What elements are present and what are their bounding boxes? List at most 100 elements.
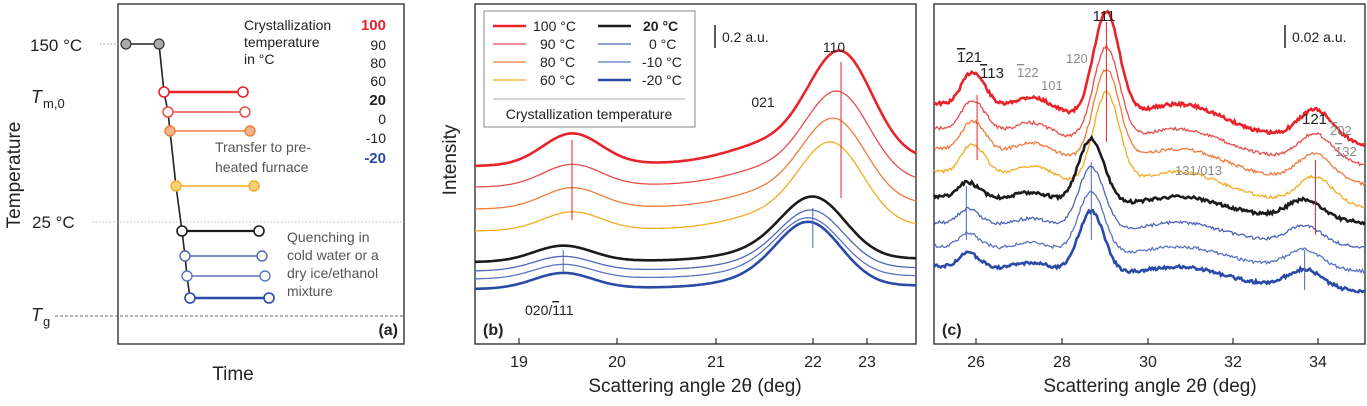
curve-b-m10 — [474, 217, 916, 280]
panel-b-frame — [474, 3, 917, 345]
legend-80: 80 °C — [540, 54, 575, 70]
panel-b: Intensity Scattering angle 2θ (deg) 19 2… — [440, 3, 917, 397]
level-tm-sub: m,0 — [43, 96, 65, 111]
quench-note-2: cold water or a — [287, 247, 379, 263]
ticklabel-23: 23 — [858, 354, 876, 371]
quench-note-1: Quenching in — [287, 229, 370, 245]
curve-c-20 — [932, 134, 1367, 226]
curve-c-60 — [933, 90, 1366, 209]
peak-120: 120 — [1066, 51, 1088, 66]
panel-c-frame — [933, 3, 1366, 345]
panel-b-legend: 100 °C 90 °C 80 °C 60 °C 20 °C 0 °C -10 … — [483, 10, 696, 128]
peak-101: 101 — [1041, 78, 1063, 93]
panel-c-xlabel: Scattering angle 2θ (deg) — [1043, 376, 1256, 397]
peak-021: 021 — [751, 94, 775, 110]
transfer-note-2: heated furnace — [215, 159, 309, 175]
panel-b-markers — [562, 62, 842, 272]
scale-label-c: 0.02 a.u. — [1292, 29, 1347, 45]
level-tg-main: T — [31, 305, 44, 325]
level-tg-sub: g — [43, 314, 50, 329]
legend-value-m20: -20 — [364, 150, 386, 167]
curve-c-100 — [933, 9, 1367, 148]
curve-b-80 — [475, 117, 917, 210]
panel-c-xticks: 26 28 30 32 34 — [967, 338, 1327, 371]
ticklabel-22: 22 — [804, 354, 822, 371]
peak-131: 131/013 — [1175, 163, 1222, 178]
curve-b-60 — [475, 141, 917, 232]
iso-60 — [170, 180, 260, 192]
legend-value-0: 0 — [378, 111, 386, 127]
panel-c: Scattering angle 2θ (deg) 26 28 30 32 34… — [932, 3, 1367, 397]
level-150: 150 °C — [30, 36, 82, 55]
ticklabel-20: 20 — [608, 354, 626, 371]
legend-value-100: 100 — [361, 17, 386, 34]
iso-20 — [176, 225, 265, 237]
ticklabel-21: 21 — [707, 354, 725, 371]
curve-c-80 — [933, 68, 1366, 187]
curve-c-m10 — [933, 190, 1366, 275]
panel-a-frame — [117, 3, 405, 345]
curve-b-0 — [474, 209, 917, 272]
iso-90 — [162, 106, 251, 118]
panel-c-markers — [965, 22, 1316, 290]
panel-c-curves — [932, 9, 1367, 294]
start-point — [120, 38, 132, 50]
panel-b-curves — [474, 49, 917, 291]
cooling-path — [126, 43, 191, 299]
peak-110: 110 — [823, 39, 846, 55]
peak-113: 113 — [980, 65, 1004, 82]
peak-121a: 121 — [957, 49, 982, 66]
quench-note-4: mixture — [287, 283, 333, 299]
curve-c-90 — [933, 43, 1366, 167]
panel-c-tag: (c) — [942, 322, 962, 339]
legend-value-m10: -10 — [366, 130, 386, 146]
curve-b-m20 — [475, 220, 916, 291]
legend-title-2: temperature — [244, 34, 320, 50]
curve-b-20 — [475, 195, 916, 264]
legend-60: 60 °C — [540, 72, 575, 88]
legend-value-80: 80 — [370, 55, 386, 71]
panel-b-tag: (b) — [483, 322, 503, 339]
legend-value-90: 90 — [370, 37, 386, 53]
curve-b-90 — [475, 90, 917, 188]
legend-value-60: 60 — [370, 73, 386, 89]
ticklabel-32: 32 — [1224, 354, 1242, 371]
peak-122: 122 — [1017, 65, 1039, 80]
panel-b-xlabel: Scattering angle 2θ (deg) — [588, 376, 801, 397]
legend-20: 20 °C — [643, 18, 678, 34]
peak-132: 132 — [1335, 144, 1357, 159]
ticklabel-26: 26 — [967, 354, 985, 371]
legend-m20: -20 °C — [642, 72, 682, 88]
panel-a-tag: (a) — [378, 322, 398, 339]
legend-title-3: in °C — [244, 51, 275, 67]
peak-020: 020/111 — [525, 302, 574, 318]
panel-a-xlabel: Time — [212, 364, 254, 385]
ticklabel-19: 19 — [510, 354, 528, 371]
level-tm-main: T — [31, 87, 44, 107]
panel-a: Temperature Time 150 °C T m,0 25 °C T g — [4, 3, 405, 385]
iso-80 — [164, 125, 256, 137]
legend-0: 0 °C — [649, 36, 676, 52]
transfer-note-1: Transfer to pre- — [215, 139, 311, 155]
peak-111: 111 — [1093, 8, 1116, 25]
panel-b-ylabel: Intensity — [440, 124, 461, 195]
iso-0 — [179, 250, 268, 262]
iso-m20 — [184, 292, 275, 304]
legend-100: 100 °C — [533, 18, 576, 34]
peak-202: 202 — [1330, 123, 1352, 138]
curve-b-100 — [474, 49, 917, 168]
iso-m10 — [181, 270, 271, 282]
panel-b-xticks: 19 20 21 22 23 — [510, 338, 876, 371]
ticklabel-34: 34 — [1309, 354, 1327, 371]
quench-note-3: dry ice/ethanol — [287, 265, 378, 281]
legend-title-1: Crystallization — [244, 17, 331, 33]
peak-121b: 121 — [1302, 111, 1327, 128]
legend-value-20: 20 — [369, 92, 386, 109]
legend-90: 90 °C — [540, 36, 575, 52]
curve-c-0 — [933, 165, 1365, 249]
legend-m10: -10 °C — [642, 54, 682, 70]
iso-100 — [158, 86, 249, 98]
panel-a-ylabel: Temperature — [4, 122, 25, 229]
ticklabel-30: 30 — [1139, 354, 1157, 371]
